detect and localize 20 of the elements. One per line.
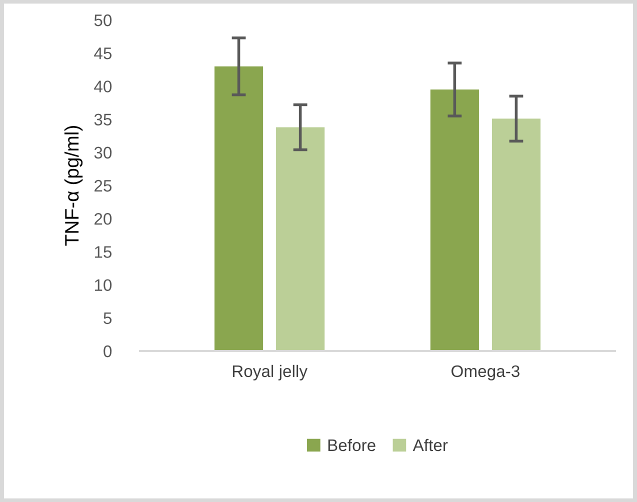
bar [430, 90, 479, 351]
y-axis-title: TNF-α (pg/ml) [64, 126, 83, 246]
y-tick-label: 30 [94, 146, 112, 159]
y-tick-label: 35 [94, 114, 112, 126]
x-tick-label: Royal jelly [232, 364, 308, 380]
legend-label: Before [328, 438, 376, 452]
legend-label: After [412, 438, 448, 452]
y-tick-label: 10 [94, 279, 112, 292]
y-tick-label: 0 [104, 345, 112, 358]
y-tick-label: 40 [94, 80, 112, 92]
y-tick-label: 5 [104, 312, 112, 324]
y-tick-label: 20 [94, 213, 112, 225]
y-tick-label: 15 [94, 246, 112, 258]
y-tick-label: 50 [94, 14, 112, 26]
x-tick-label: Omega-3 [452, 365, 520, 380]
bar [492, 118, 541, 351]
bar [276, 127, 325, 351]
bar [214, 66, 264, 351]
y-tick-label: 45 [94, 48, 112, 60]
y-tick-label: 25 [94, 180, 112, 192]
